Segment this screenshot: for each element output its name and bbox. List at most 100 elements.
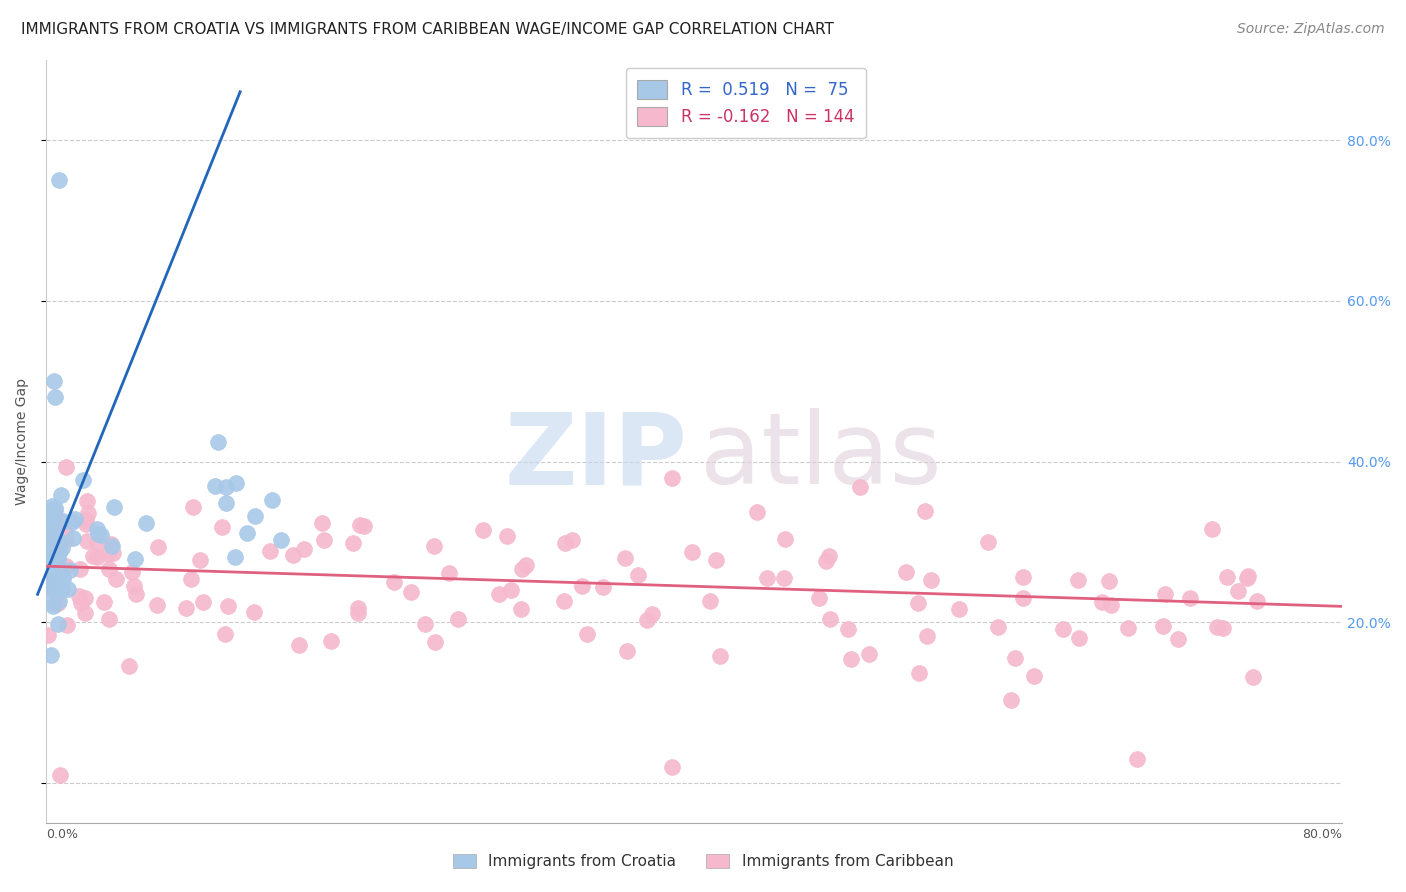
Point bbox=[894, 565, 917, 579]
Point bbox=[488, 587, 510, 601]
Point bbox=[920, 574, 942, 588]
Point bbox=[44, 503, 66, 517]
Point bbox=[1116, 621, 1139, 635]
Point bbox=[44, 555, 66, 569]
Point bbox=[98, 612, 121, 626]
Point bbox=[745, 505, 768, 519]
Point bbox=[495, 529, 517, 543]
Point bbox=[314, 533, 336, 547]
Point bbox=[42, 374, 65, 388]
Point bbox=[70, 596, 93, 610]
Point bbox=[72, 473, 94, 487]
Point bbox=[44, 580, 66, 594]
Point bbox=[425, 635, 447, 649]
Point bbox=[561, 533, 583, 547]
Point bbox=[93, 595, 115, 609]
Point bbox=[292, 542, 315, 557]
Point bbox=[38, 528, 60, 542]
Point bbox=[146, 598, 169, 612]
Point bbox=[413, 616, 436, 631]
Point bbox=[1237, 569, 1260, 583]
Point bbox=[44, 390, 66, 404]
Point bbox=[353, 519, 375, 533]
Point bbox=[839, 652, 862, 666]
Point bbox=[554, 536, 576, 550]
Point bbox=[1126, 752, 1149, 766]
Point bbox=[46, 596, 69, 610]
Point bbox=[44, 575, 66, 590]
Point bbox=[499, 582, 522, 597]
Point bbox=[755, 571, 778, 585]
Point bbox=[1000, 693, 1022, 707]
Point bbox=[105, 572, 128, 586]
Point bbox=[49, 526, 72, 541]
Point bbox=[69, 562, 91, 576]
Point bbox=[48, 533, 70, 548]
Point bbox=[188, 553, 211, 567]
Point bbox=[553, 593, 575, 607]
Text: ZIP: ZIP bbox=[505, 409, 688, 505]
Point bbox=[39, 648, 62, 662]
Point bbox=[62, 531, 84, 545]
Point bbox=[53, 525, 76, 540]
Point bbox=[146, 540, 169, 554]
Point bbox=[1241, 670, 1264, 684]
Point bbox=[48, 173, 70, 187]
Point bbox=[45, 574, 67, 588]
Point bbox=[1212, 621, 1234, 635]
Point bbox=[224, 549, 246, 564]
Point bbox=[817, 549, 839, 564]
Point bbox=[616, 643, 638, 657]
Point bbox=[41, 562, 63, 576]
Point bbox=[41, 555, 63, 569]
Point bbox=[98, 562, 121, 576]
Point bbox=[1012, 591, 1035, 605]
Point bbox=[41, 578, 63, 592]
Point bbox=[235, 525, 257, 540]
Point bbox=[55, 558, 77, 573]
Point bbox=[311, 516, 333, 530]
Point bbox=[706, 553, 728, 567]
Point bbox=[101, 546, 124, 560]
Point bbox=[39, 563, 62, 577]
Point bbox=[55, 460, 77, 475]
Point bbox=[515, 558, 537, 572]
Point bbox=[575, 627, 598, 641]
Point bbox=[422, 539, 444, 553]
Point bbox=[347, 606, 370, 620]
Point bbox=[41, 580, 63, 594]
Point bbox=[180, 572, 202, 586]
Point bbox=[1216, 570, 1239, 584]
Point bbox=[661, 471, 683, 485]
Point bbox=[76, 534, 98, 549]
Point bbox=[204, 479, 226, 493]
Point bbox=[100, 537, 122, 551]
Point bbox=[41, 499, 63, 513]
Point bbox=[661, 760, 683, 774]
Point bbox=[51, 541, 73, 556]
Point bbox=[1052, 623, 1074, 637]
Point bbox=[808, 591, 831, 605]
Point bbox=[288, 639, 311, 653]
Point bbox=[39, 540, 62, 554]
Point bbox=[211, 520, 233, 534]
Point bbox=[86, 549, 108, 564]
Point bbox=[37, 534, 59, 549]
Point bbox=[1012, 570, 1035, 584]
Point bbox=[39, 595, 62, 609]
Point bbox=[245, 509, 267, 524]
Point bbox=[243, 605, 266, 619]
Text: atlas: atlas bbox=[700, 409, 942, 505]
Point bbox=[59, 563, 82, 577]
Point bbox=[86, 537, 108, 551]
Point bbox=[908, 665, 931, 680]
Point bbox=[63, 512, 86, 526]
Legend: R =  0.519   N =  75, R = -0.162   N = 144: R = 0.519 N = 75, R = -0.162 N = 144 bbox=[626, 68, 866, 138]
Point bbox=[914, 503, 936, 517]
Point bbox=[215, 480, 238, 494]
Point bbox=[42, 599, 65, 614]
Point bbox=[46, 552, 69, 566]
Point bbox=[52, 515, 75, 529]
Text: IMMIGRANTS FROM CROATIA VS IMMIGRANTS FROM CARIBBEAN WAGE/INCOME GAP CORRELATION: IMMIGRANTS FROM CROATIA VS IMMIGRANTS FR… bbox=[21, 22, 834, 37]
Point bbox=[38, 549, 60, 563]
